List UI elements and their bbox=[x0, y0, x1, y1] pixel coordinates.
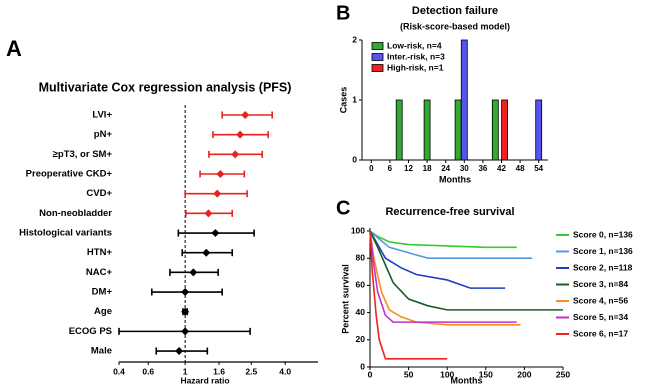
x-tick-label: 36 bbox=[478, 164, 487, 173]
x-tick-label: 54 bbox=[534, 164, 543, 173]
y-tick-label: 20 bbox=[356, 334, 366, 344]
x-tick-label: 24 bbox=[441, 164, 450, 173]
bar bbox=[454, 99, 462, 161]
hazard-point bbox=[216, 170, 225, 179]
row-label: ≥pT3, or SM+ bbox=[53, 149, 113, 160]
row-label: pN+ bbox=[94, 129, 113, 140]
panel-label: B bbox=[336, 2, 350, 24]
chart-title: Multivariate Cox regression analysis (PF… bbox=[39, 80, 292, 94]
x-tick-label: 0.4 bbox=[113, 366, 125, 376]
y-tick-label: 2 bbox=[352, 34, 357, 44]
legend-label: Score 1, n=136 bbox=[573, 246, 633, 256]
x-tick-label: 1.6 bbox=[213, 366, 225, 376]
x-tick-label: 2.5 bbox=[245, 366, 257, 376]
survival-line bbox=[369, 230, 448, 360]
x-tick-label: 0 bbox=[369, 164, 374, 173]
row-label: Age bbox=[94, 306, 112, 317]
hazard-point bbox=[204, 209, 213, 218]
hazard-point bbox=[189, 268, 198, 277]
row-label: ECOG PS bbox=[69, 326, 112, 337]
x-axis-label: Hazard ratio bbox=[180, 375, 229, 385]
legend-label: Score 6, n=17 bbox=[573, 328, 628, 338]
x-tick-label: 48 bbox=[516, 164, 525, 173]
legend-label: Score 5, n=34 bbox=[573, 312, 628, 322]
hazard-point bbox=[241, 111, 250, 119]
legend-swatch bbox=[371, 53, 384, 61]
hazard-point bbox=[202, 248, 211, 257]
bar bbox=[535, 99, 543, 161]
legend-label: Score 3, n=84 bbox=[573, 279, 628, 289]
y-tick-label: 80 bbox=[356, 252, 366, 262]
legend-label: Score 4, n=56 bbox=[573, 295, 628, 305]
survival-line bbox=[369, 230, 563, 311]
hazard-point bbox=[211, 229, 220, 238]
y-tick-label: 1 bbox=[352, 94, 357, 104]
x-tick-label: 6 bbox=[388, 164, 393, 173]
chart-title: Detection failure bbox=[412, 5, 498, 17]
row-label: NAC+ bbox=[86, 267, 113, 278]
survival-line bbox=[369, 230, 517, 249]
x-tick-label: 200 bbox=[517, 369, 531, 379]
y-tick-label: 40 bbox=[356, 307, 366, 317]
chart-subtitle: (Risk-score-based model) bbox=[400, 21, 510, 31]
x-tick-label: 50 bbox=[404, 369, 414, 379]
bar bbox=[491, 99, 499, 161]
x-tick-label: 4.0 bbox=[279, 366, 291, 376]
y-axis-label: Percent survival bbox=[340, 264, 350, 334]
x-tick-label: 30 bbox=[460, 164, 469, 173]
row-label: Histological variants bbox=[19, 228, 112, 239]
x-tick-label: 0.6 bbox=[142, 366, 154, 376]
hazard-point bbox=[213, 189, 222, 198]
hazard-point bbox=[181, 327, 190, 336]
x-tick-label: 1 bbox=[183, 366, 188, 376]
y-tick-label: 100 bbox=[351, 225, 365, 235]
hazard-point bbox=[231, 150, 240, 159]
bar bbox=[501, 99, 509, 161]
survival-line bbox=[369, 230, 533, 260]
legend-swatch bbox=[371, 64, 384, 72]
x-axis-label: Months bbox=[439, 174, 471, 184]
x-tick-label: 18 bbox=[423, 164, 432, 173]
survival-line bbox=[369, 230, 506, 289]
y-axis-label: Cases bbox=[338, 87, 348, 114]
legend-swatch bbox=[371, 42, 384, 50]
y-tick-label: 0 bbox=[360, 361, 365, 371]
row-label: Preoperative CKD+ bbox=[26, 169, 113, 180]
row-label: Non-neobladder bbox=[39, 208, 112, 219]
legend-label: Inter.-risk, n=3 bbox=[387, 51, 445, 61]
x-tick-label: 42 bbox=[497, 164, 506, 173]
hazard-point bbox=[181, 288, 190, 297]
legend-label: Low-risk, n=4 bbox=[387, 40, 442, 50]
panel-label: A bbox=[6, 36, 22, 61]
legend-label: Score 0, n=136 bbox=[573, 229, 633, 239]
hazard-point bbox=[181, 307, 190, 316]
x-tick-label: 0 bbox=[368, 369, 373, 379]
row-label: HTN+ bbox=[87, 247, 113, 258]
bar bbox=[460, 39, 468, 161]
row-label: Male bbox=[91, 346, 112, 357]
legend-label: High-risk, n=1 bbox=[387, 62, 444, 72]
bar bbox=[423, 99, 431, 161]
hazard-point bbox=[236, 130, 245, 139]
panel-label: C bbox=[336, 197, 350, 219]
x-tick-label: 100 bbox=[440, 369, 454, 379]
x-tick-label: 250 bbox=[556, 369, 570, 379]
x-tick-label: 150 bbox=[479, 369, 493, 379]
row-label: DM+ bbox=[92, 287, 113, 298]
x-tick-label: 12 bbox=[404, 164, 413, 173]
x-axis-label: Months bbox=[451, 375, 483, 385]
row-label: LVI+ bbox=[92, 110, 112, 121]
y-tick-label: 0 bbox=[352, 154, 357, 164]
survival-line bbox=[369, 230, 517, 323]
y-tick-label: 60 bbox=[356, 280, 366, 290]
chart-title: Recurrence-free survival bbox=[385, 206, 514, 218]
hazard-point bbox=[175, 347, 184, 356]
legend-label: Score 2, n=118 bbox=[573, 262, 633, 272]
survival-line bbox=[369, 230, 521, 326]
bar bbox=[395, 99, 403, 161]
row-label: CVD+ bbox=[86, 188, 112, 199]
